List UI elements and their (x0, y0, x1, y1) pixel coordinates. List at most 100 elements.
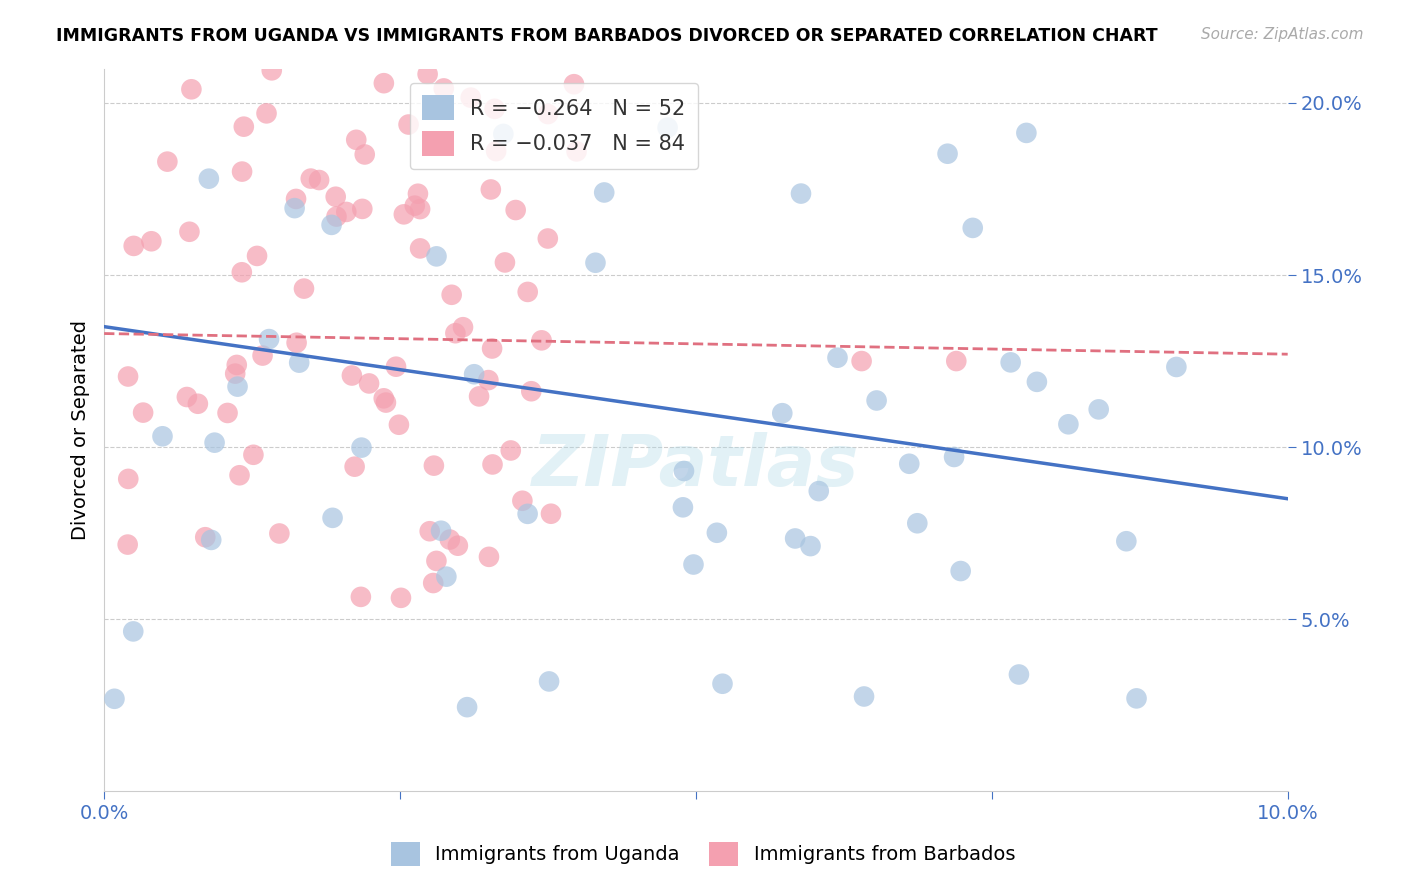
Point (132, 406, 155, 420)
Point (392, 207, 415, 221)
Point (232, 120, 254, 134)
Point (200, 533, 222, 547)
Point (456, 700, 478, 714)
Point (122, 239, 145, 253)
Point (790, 186, 813, 201)
Point (231, 265, 253, 279)
Point (350, 441, 373, 455)
Point (117, 538, 139, 552)
Point (344, 133, 367, 147)
Point (325, 190, 347, 204)
Point (430, 524, 453, 538)
Point (141, 234, 163, 248)
Point (228, 468, 250, 483)
Point (179, 225, 201, 239)
Point (246, 249, 269, 263)
Point (481, 458, 503, 472)
Point (770, 406, 793, 420)
Point (943, 450, 966, 464)
Point (463, 368, 485, 382)
Point (285, 335, 308, 350)
Point (479, 182, 502, 196)
Point (389, 591, 412, 605)
Point (851, 354, 873, 368)
Point (225, 358, 247, 372)
Point (242, 448, 264, 462)
Point (499, 443, 522, 458)
Point (799, 539, 821, 553)
Point (447, 539, 470, 553)
Point (1000, 355, 1022, 369)
Point (1057, 417, 1080, 432)
Point (388, 417, 411, 432)
Point (512, 493, 534, 508)
Point (827, 351, 849, 365)
Point (292, 282, 315, 296)
Point (340, 368, 363, 383)
Text: IMMIGRANTS FROM UGANDA VS IMMIGRANTS FROM BARBADOS DIVORCED OR SEPARATED CORRELA: IMMIGRANTS FROM UGANDA VS IMMIGRANTS FRO… (56, 27, 1159, 45)
Point (477, 373, 499, 387)
Point (505, 202, 527, 217)
Point (350, 590, 373, 604)
Point (481, 342, 503, 356)
Point (422, 576, 444, 591)
Point (492, 127, 515, 141)
Point (117, 472, 139, 486)
Point (416, 67, 439, 81)
Point (117, 369, 139, 384)
Point (516, 507, 538, 521)
Point (256, 106, 278, 120)
Point (585, 256, 607, 270)
Text: Source: ZipAtlas.com: Source: ZipAtlas.com (1201, 27, 1364, 42)
Point (198, 171, 221, 186)
Point (565, 145, 588, 159)
Point (865, 393, 887, 408)
Point (538, 674, 561, 689)
Point (409, 202, 432, 216)
Point (1025, 375, 1047, 389)
Point (434, 569, 457, 583)
Point (398, 118, 420, 132)
Point (516, 285, 538, 299)
Point (593, 186, 616, 200)
Point (224, 367, 246, 381)
Point (269, 526, 291, 541)
Point (252, 349, 274, 363)
Point (406, 186, 429, 201)
Point (374, 395, 396, 409)
Point (460, 90, 482, 104)
Point (530, 334, 553, 348)
Point (425, 249, 447, 263)
Point (440, 287, 463, 301)
Point (520, 384, 543, 399)
Point (322, 511, 344, 525)
Point (284, 201, 307, 215)
Point (898, 457, 921, 471)
Point (176, 390, 198, 404)
Point (156, 154, 179, 169)
Point (385, 359, 408, 374)
Point (484, 102, 506, 116)
Point (423, 458, 446, 473)
Point (1115, 534, 1137, 549)
Point (187, 397, 209, 411)
Point (540, 507, 562, 521)
Point (180, 82, 202, 96)
Point (260, 63, 283, 78)
Point (478, 549, 501, 564)
Point (494, 255, 516, 269)
Point (288, 356, 311, 370)
Point (122, 624, 145, 639)
Point (468, 389, 491, 403)
Y-axis label: Divorced or Separated: Divorced or Separated (72, 320, 90, 540)
Point (231, 164, 253, 178)
Legend: R = −0.264   N = 52, R = −0.037   N = 84: R = −0.264 N = 52, R = −0.037 N = 84 (409, 83, 697, 169)
Point (257, 332, 280, 346)
Point (853, 690, 876, 704)
Point (357, 376, 380, 391)
Point (425, 554, 447, 568)
Point (299, 171, 322, 186)
Point (194, 530, 217, 544)
Point (949, 564, 972, 578)
Point (152, 429, 174, 443)
